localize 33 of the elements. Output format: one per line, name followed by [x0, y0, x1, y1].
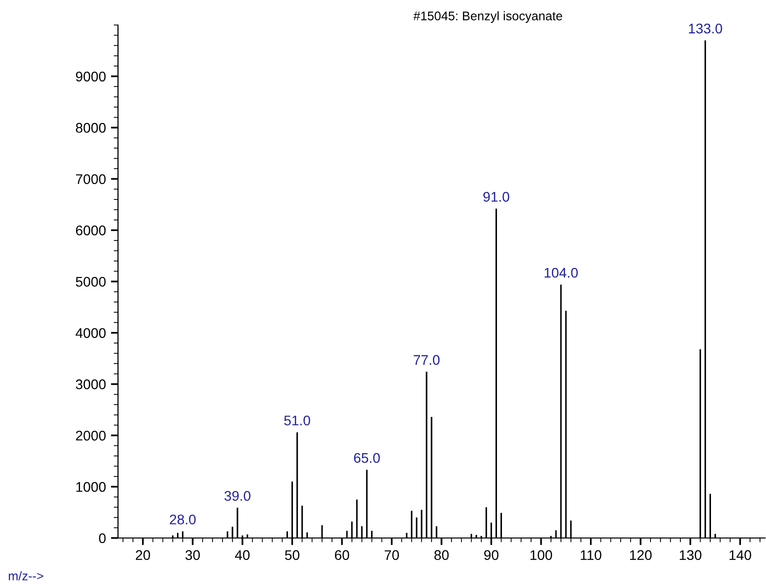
annotation: 104.0: [544, 268, 578, 278]
y-tick-label: 0: [99, 533, 106, 544]
y-tick-label: 3000: [76, 379, 106, 390]
annotation: 77.0: [414, 355, 440, 365]
y-tick-label: 9000: [76, 72, 106, 82]
x-tick-label: 110: [580, 550, 602, 560]
y-tick-label: 4000: [76, 328, 106, 338]
annotation: 39.0: [224, 490, 250, 501]
x-tick-label: 60: [334, 550, 350, 560]
x-tick-label: 120: [630, 550, 652, 560]
x-axis-title: m/z-->: [8, 571, 44, 580]
x-tick-label: 50: [285, 550, 300, 560]
chart-title: #15045: Benzyl isocyanate: [413, 11, 562, 23]
annotation: 28.0: [170, 514, 196, 524]
annotation: 51.0: [284, 416, 310, 426]
annotation: 91.0: [483, 192, 510, 202]
annotation: 133.0: [688, 24, 722, 34]
x-tick-label: 30: [185, 550, 200, 560]
x-tick-label: 40: [235, 550, 250, 560]
x-tick-label: 90: [484, 550, 498, 560]
x-tick-label: 100: [530, 550, 552, 560]
y-tick-label: 7000: [76, 174, 106, 184]
annotation: 65.0: [354, 453, 380, 463]
y-tick-label: 5000: [76, 276, 106, 287]
y-tick-label: 8000: [76, 122, 106, 133]
y-tick-label: 1000: [76, 482, 106, 492]
x-tick-label: 70: [384, 550, 399, 560]
x-tick-label: 20: [136, 550, 150, 560]
x-tick-label: 140: [730, 550, 752, 560]
x-tick-label: 130: [680, 550, 702, 560]
y-tick-label: 6000: [76, 226, 106, 236]
x-tick-label: 80: [434, 550, 449, 560]
y-tick-label: 2000: [76, 430, 106, 441]
